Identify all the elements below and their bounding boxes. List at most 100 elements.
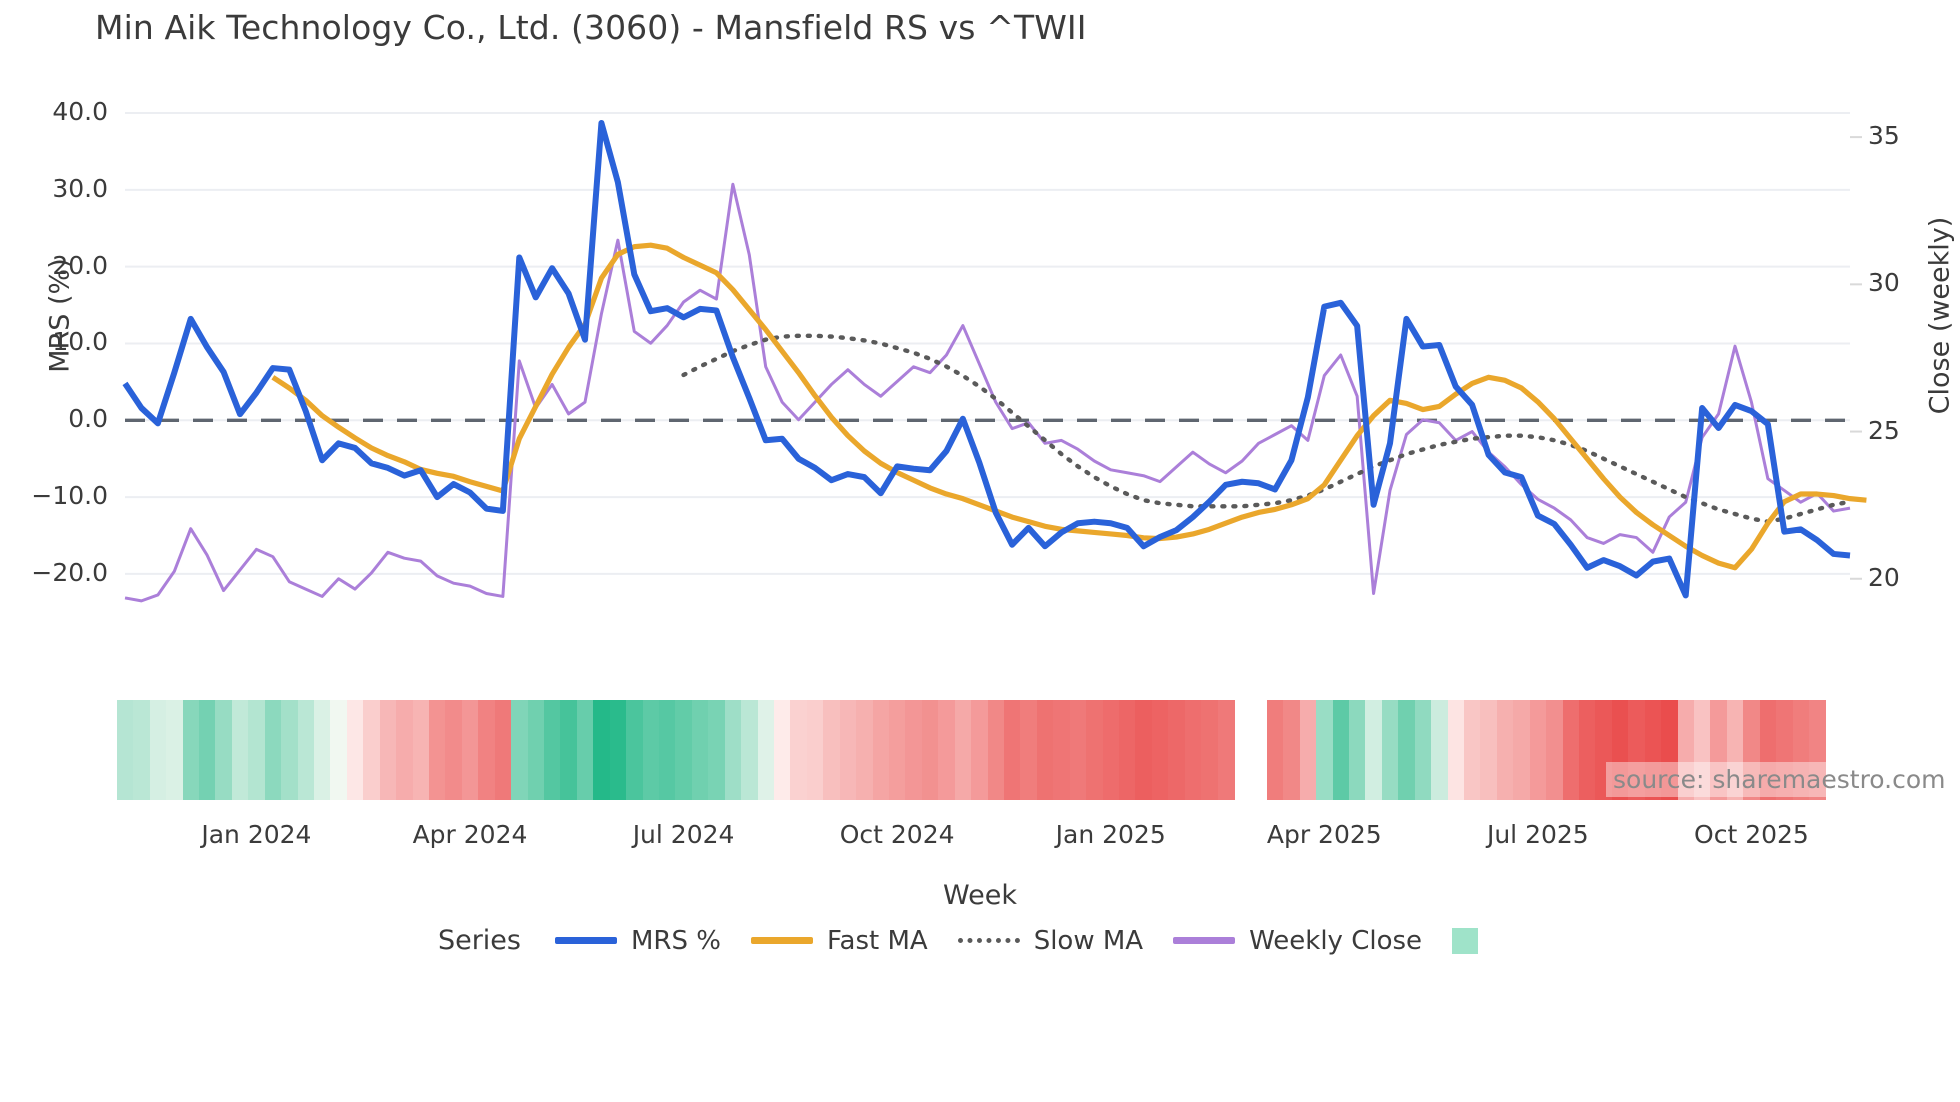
heatmap-cell bbox=[527, 700, 545, 800]
heatmap-cell bbox=[609, 700, 627, 800]
heatmap-cell bbox=[1562, 700, 1580, 800]
y-tick-left: 40.0 bbox=[52, 97, 108, 127]
heatmap-cell bbox=[1086, 700, 1104, 800]
heatmap-cell bbox=[379, 700, 397, 800]
heatmap-cell bbox=[839, 700, 857, 800]
heatmap-cell bbox=[198, 700, 216, 800]
heatmap-cell bbox=[1069, 700, 1087, 800]
heatmap-cell bbox=[921, 700, 939, 800]
rs-heatmap-strip bbox=[116, 700, 1850, 800]
heatmap-cell bbox=[1595, 700, 1613, 800]
heatmap-cell bbox=[1020, 700, 1038, 800]
legend-item-weekly-close[interactable]: Weekly Close bbox=[1173, 926, 1422, 956]
x-tick: Apr 2025 bbox=[1266, 820, 1382, 849]
y-tick-left: −20.0 bbox=[31, 557, 108, 587]
mrs-line-swatch-icon bbox=[554, 937, 617, 944]
heatmap-cell bbox=[1513, 700, 1531, 800]
chart-title: Min Aik Technology Co., Ltd. (3060) - Ma… bbox=[95, 8, 1087, 47]
legend-label-mrs: MRS % bbox=[630, 925, 721, 956]
legend-label-slow-ma: Slow MA bbox=[1033, 925, 1144, 956]
heatmap-cell bbox=[116, 700, 134, 800]
heatmap-cell bbox=[1299, 700, 1317, 800]
heatmap-cell bbox=[905, 700, 923, 800]
heatmap-cell bbox=[691, 700, 709, 800]
legend-item-heatmap[interactable] bbox=[1452, 927, 1492, 954]
heatmap-cell bbox=[133, 700, 151, 800]
heatmap-cell bbox=[1217, 700, 1235, 800]
heatmap-cell bbox=[1743, 700, 1761, 800]
heatmap-cell bbox=[297, 700, 315, 800]
y-tick-left: 20.0 bbox=[52, 250, 108, 280]
heatmap-cell bbox=[593, 700, 611, 800]
y-tick-left: 0.0 bbox=[68, 404, 108, 434]
heatmap-cell bbox=[856, 700, 874, 800]
source-watermark: source: sharemaestro.com bbox=[1606, 762, 1953, 797]
heatmap-cell bbox=[724, 700, 742, 800]
heatmap-cell bbox=[1414, 700, 1432, 800]
series-line-mrs bbox=[122, 120, 1851, 599]
heatmap-cell bbox=[1661, 700, 1679, 800]
heatmap-cell bbox=[872, 700, 890, 800]
fast-ma-line-swatch-icon bbox=[750, 937, 813, 944]
y-tick-left: 30.0 bbox=[52, 173, 108, 203]
heatmap-cell bbox=[1135, 700, 1153, 800]
legend-label-fast-ma: Fast MA bbox=[826, 925, 928, 956]
heatmap-cell bbox=[675, 700, 693, 800]
heatmap-cell bbox=[1168, 700, 1186, 800]
heatmap-cell bbox=[741, 700, 759, 800]
legend-title: Series bbox=[437, 925, 521, 956]
heatmap-cell bbox=[1266, 700, 1284, 800]
heatmap-cell bbox=[1283, 700, 1301, 800]
heatmap-cell bbox=[313, 700, 331, 800]
heatmap-cell bbox=[248, 700, 266, 800]
y-tick-left: −10.0 bbox=[31, 481, 108, 511]
heatmap-cell bbox=[363, 700, 381, 800]
heatmap-cell bbox=[231, 700, 249, 800]
heatmap-cell bbox=[790, 700, 808, 800]
heatmap-cell bbox=[478, 700, 496, 800]
heatmap-cell bbox=[1611, 700, 1629, 800]
x-tick: Jan 2024 bbox=[201, 820, 312, 849]
weekly-close-line-swatch-icon bbox=[1173, 937, 1236, 944]
heatmap-cell bbox=[1201, 700, 1219, 800]
x-axis-label: Week bbox=[943, 880, 1017, 911]
legend-item-slow-ma[interactable]: Slow MA bbox=[957, 925, 1144, 956]
heatmap-cell bbox=[642, 700, 660, 800]
heatmap-cell bbox=[1480, 700, 1498, 800]
heatmap-cell bbox=[511, 700, 529, 800]
heatmap-cell bbox=[412, 700, 430, 800]
heatmap-cell bbox=[182, 700, 200, 800]
heatmap-cell bbox=[938, 700, 956, 800]
heatmap-cell bbox=[445, 700, 463, 800]
legend-item-fast-ma[interactable]: Fast MA bbox=[750, 925, 928, 956]
heatmap-cell bbox=[1053, 700, 1071, 800]
heatmap-cell bbox=[1003, 700, 1021, 800]
heatmap-cell bbox=[1184, 700, 1202, 800]
series-line-slow-ma bbox=[681, 333, 1853, 524]
legend-item-mrs[interactable]: MRS % bbox=[554, 925, 721, 956]
y-tick-right: 30 bbox=[1868, 268, 1900, 298]
heatmap-cell bbox=[626, 700, 644, 800]
heatmap-cell bbox=[1036, 700, 1054, 800]
y-tick-right: 20 bbox=[1868, 562, 1900, 592]
y-tick-left: 10.0 bbox=[52, 327, 108, 357]
heatmap-cell bbox=[1529, 700, 1547, 800]
heatmap-cell bbox=[1447, 700, 1465, 800]
heatmap-cell bbox=[215, 700, 233, 800]
heatmap-cell bbox=[888, 700, 906, 800]
heatmap-cell bbox=[806, 700, 824, 800]
heatmap-cell bbox=[1398, 700, 1416, 800]
x-tick: Apr 2024 bbox=[412, 820, 528, 849]
heatmap-cell bbox=[1431, 700, 1449, 800]
heatmap-cell bbox=[149, 700, 167, 800]
heatmap-cell bbox=[1792, 700, 1810, 800]
heatmap-cell bbox=[1644, 700, 1662, 800]
heatmap-cell bbox=[428, 700, 446, 800]
heatmap-cell bbox=[1463, 700, 1481, 800]
heatmap-cell bbox=[330, 700, 348, 800]
heatmap-cell bbox=[1546, 700, 1564, 800]
heatmap-cell bbox=[1759, 700, 1777, 800]
heatmap-cell bbox=[281, 700, 299, 800]
heatmap-cell bbox=[954, 700, 972, 800]
